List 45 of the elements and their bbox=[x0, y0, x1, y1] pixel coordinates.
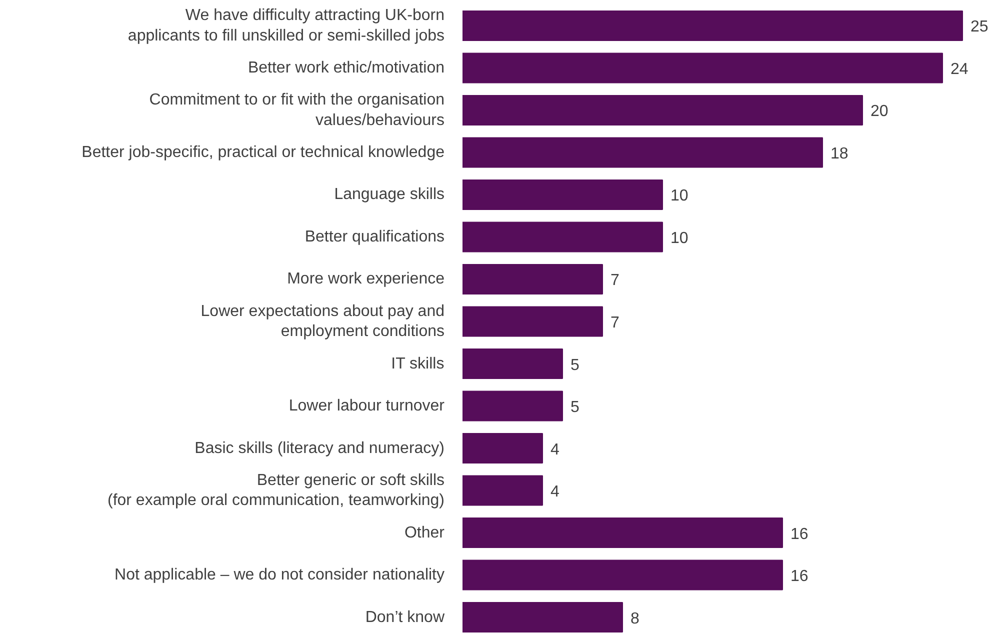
y-tick-label: Other bbox=[404, 524, 446, 542]
data-label: 7 bbox=[610, 272, 620, 290]
y-tick-label: Language skills bbox=[334, 186, 444, 204]
bar bbox=[462, 475, 543, 506]
data-label: 20 bbox=[870, 103, 888, 120]
y-tick-label: Better qualifications bbox=[304, 228, 445, 246]
bar bbox=[462, 432, 543, 464]
y-tick-label: IT skills bbox=[391, 355, 444, 372]
bar bbox=[462, 137, 823, 168]
y-tick-label: Better job-specific, practical or technical knowledge bbox=[82, 144, 445, 161]
bar bbox=[462, 390, 563, 422]
data-label: 10 bbox=[670, 230, 688, 247]
y-tick-label: Lower expectations about pay and employment conditions bbox=[200, 302, 445, 340]
y-tick-label: Better work ethic/motivation bbox=[248, 59, 445, 76]
bar bbox=[462, 348, 563, 380]
data-label: 7 bbox=[610, 314, 620, 332]
y-tick-label: Commitment to or fit with the organisation values/behaviours bbox=[149, 92, 444, 129]
data-label: 10 bbox=[670, 188, 688, 205]
bar bbox=[462, 560, 783, 590]
y-tick-label: Don’t know bbox=[365, 608, 445, 626]
bar bbox=[462, 94, 863, 126]
bar bbox=[462, 306, 603, 337]
bar bbox=[462, 264, 603, 295]
data-label: 5 bbox=[570, 399, 580, 416]
data-label: 5 bbox=[570, 356, 580, 374]
y-tick-label: Lower labour turnover bbox=[288, 398, 446, 415]
data-label: 24 bbox=[950, 60, 968, 78]
data-label: 18 bbox=[830, 145, 848, 162]
y-tick-label: Better generic or soft skills (for example oral communication, teamworking) bbox=[107, 472, 444, 510]
data-label: 25 bbox=[970, 18, 988, 36]
bar bbox=[462, 222, 663, 252]
bar bbox=[462, 179, 663, 210]
bar bbox=[462, 602, 623, 633]
data-label: 8 bbox=[630, 610, 640, 628]
data-label: 4 bbox=[550, 441, 560, 458]
y-tick-label: Basic skills (literacy and numeracy) bbox=[194, 440, 445, 457]
data-label: 16 bbox=[790, 568, 808, 586]
bar bbox=[462, 52, 943, 84]
data-label: 16 bbox=[790, 526, 808, 543]
y-tick-label: More work experience bbox=[287, 270, 445, 288]
y-tick-label: We have difficulty attracting UK-born applicants to fill unskilled or semi-skilled jobs bbox=[128, 7, 445, 44]
bar bbox=[462, 517, 783, 548]
y-tick-label: Not applicable – we do not consider nationality bbox=[114, 566, 444, 584]
data-label: 4 bbox=[550, 484, 560, 501]
bar bbox=[462, 10, 963, 42]
